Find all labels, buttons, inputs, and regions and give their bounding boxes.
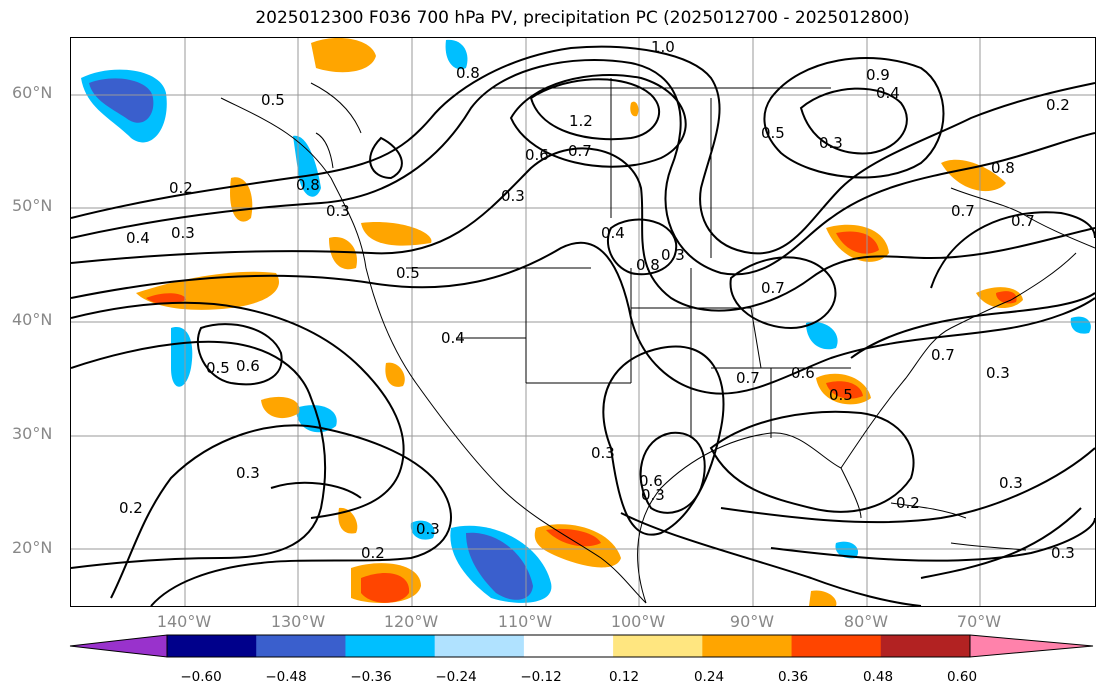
contour-label: 0.3 [641, 486, 665, 504]
contour-label: 0.5 [206, 359, 230, 377]
contour-label: 0.6 [236, 357, 260, 375]
contour-label: 0.8 [456, 64, 480, 82]
contour-label: 0.7 [951, 202, 975, 220]
lat-label-30: 30°N [12, 424, 53, 443]
contour-label: 0.7 [1011, 212, 1035, 230]
contour-label: 0.2 [361, 544, 385, 562]
lon-label-110w: 110°W [497, 612, 553, 631]
contour-label: 0.3 [999, 474, 1023, 492]
contour-label: 0.7 [931, 346, 955, 364]
contour-label: 0.4 [441, 329, 465, 347]
contour-label: 0.3 [236, 464, 260, 482]
coastlines [220, 78, 1095, 604]
colorbar-segment [434, 635, 525, 657]
contour-label: 0.2 [119, 499, 143, 517]
contour-label: 0.6 [525, 146, 549, 164]
contour-label: 0.8 [636, 256, 660, 274]
colorbar-tick-label: 0.24 [693, 669, 725, 685]
colorbar-segment [256, 635, 346, 657]
colorbar-segment [167, 635, 257, 657]
colorbar-tick-label: 0.60 [946, 669, 978, 685]
map-canvas: 1.0 0.8 1.2 0.6 0.7 0.5 0.3 0.4 0.8 0.3 … [71, 38, 1095, 606]
chart-title: 2025012300 F036 700 hPa PV, precipitatio… [255, 8, 910, 28]
colorbar-segments [69, 634, 1094, 658]
colorbar-extension-low [69, 634, 168, 658]
colorbar-segment [791, 635, 882, 657]
contour-label: 1.0 [651, 38, 675, 56]
pv-contours [71, 45, 1095, 606]
contour-label: 0.3 [1051, 544, 1075, 562]
lon-label-80w: 80°W [843, 612, 889, 631]
contour-label: 0.3 [661, 246, 685, 264]
precip-shading [81, 38, 1091, 606]
contour-labels: 1.0 0.8 1.2 0.6 0.7 0.5 0.3 0.4 0.8 0.3 … [119, 38, 1075, 562]
contour-label: 0.4 [876, 84, 900, 102]
contour-label: 0.5 [761, 124, 785, 142]
contour-label: 0.5 [261, 91, 285, 109]
contour-label: 0.2 [896, 494, 920, 512]
colorbar-segment [702, 635, 793, 657]
contour-label: 0.8 [296, 176, 320, 194]
colorbar-tick-label: −0.60 [180, 669, 222, 685]
contour-label: 0.3 [416, 520, 440, 538]
lon-label-100w: 100°W [610, 612, 666, 631]
contour-label: 0.6 [791, 364, 815, 382]
contour-label: 0.3 [986, 364, 1010, 382]
contour-label: 0.2 [169, 179, 193, 197]
colorbar-tick-label: 0.12 [608, 669, 640, 685]
contour-label: 0.9 [866, 66, 890, 84]
colorbar-tick-label: −0.36 [350, 669, 392, 685]
lon-label-90w: 90°W [729, 612, 775, 631]
lat-label-60: 60°N [12, 83, 53, 102]
colorbar-tick-label: −0.24 [435, 669, 477, 685]
colorbar-segment [345, 635, 436, 657]
colorbar-segment [613, 635, 703, 657]
lat-label-50: 50°N [12, 196, 53, 215]
colorbar-tick-label: 0.36 [777, 669, 809, 685]
contour-label: 0.3 [326, 202, 350, 220]
contour-label: 0.4 [601, 224, 625, 242]
colorbar-tick-label: −0.12 [520, 669, 562, 685]
lon-label-120w: 120°W [383, 612, 439, 631]
colorbar-tick-label: 0.48 [862, 669, 894, 685]
contour-label: 0.5 [396, 264, 420, 282]
contour-label: 0.3 [501, 187, 525, 205]
contour-label: 0.8 [991, 159, 1015, 177]
colorbar-segment [880, 635, 971, 657]
contour-label: 0.3 [819, 134, 843, 152]
contour-label: 0.6 [639, 472, 663, 490]
lon-label-130w: 130°W [270, 612, 326, 631]
contour-label: 0.7 [761, 279, 785, 297]
contour-label: 0.3 [591, 444, 615, 462]
colorbar-frame [166, 634, 971, 658]
contour-label: 0.7 [736, 369, 760, 387]
colorbar-extension-high [969, 634, 1094, 658]
contour-label: 0.2 [1046, 96, 1070, 114]
contour-label: 0.5 [829, 386, 853, 404]
lon-label-140w: 140°W [156, 612, 212, 631]
lon-label-70w: 70°W [956, 612, 1002, 631]
colorbar-segment [523, 635, 614, 657]
contour-label: 1.2 [569, 112, 593, 130]
lat-label-20: 20°N [12, 538, 53, 557]
contour-label: 0.7 [568, 142, 592, 160]
contour-label: 0.3 [171, 224, 195, 242]
colorbar-tick-label: −0.48 [265, 669, 307, 685]
lat-label-40: 40°N [12, 310, 53, 329]
contour-label: 0.4 [126, 229, 150, 247]
map-panel: 1.0 0.8 1.2 0.6 0.7 0.5 0.3 0.4 0.8 0.3 … [70, 37, 1096, 607]
colorbar [69, 634, 1094, 658]
